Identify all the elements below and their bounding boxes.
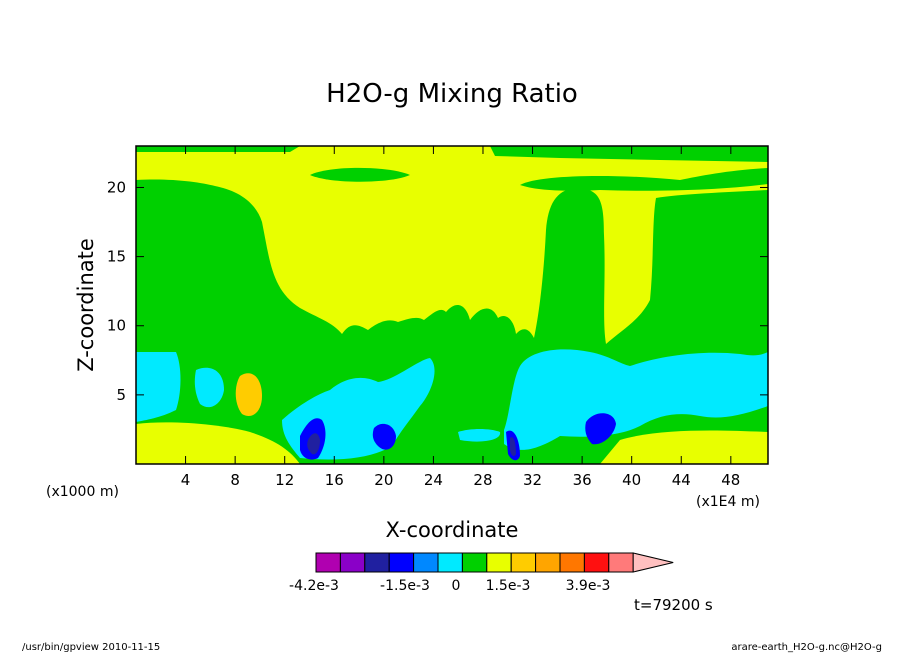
x-tick-label: 8 (230, 471, 240, 489)
x-tick-label: 24 (424, 471, 443, 489)
colorbar-segment (437, 552, 463, 573)
x-unit-right: (x1E4 m) (696, 494, 760, 510)
colorbar-segment (559, 552, 585, 573)
x-tick-label: 32 (523, 471, 542, 489)
plot-frame (135, 145, 769, 465)
x-tick-label: 12 (275, 471, 294, 489)
x-tick-label: 44 (672, 471, 691, 489)
colorbar-label: 0 (452, 578, 461, 594)
contour-band-upper (310, 167, 410, 182)
y-tick-label: 20 (107, 178, 126, 196)
colorbar-labels: -4.2e-3 -1.5e-3 0 1.5e-3 3.9e-3 (289, 578, 610, 594)
contour-core-darkblue-1 (307, 433, 320, 455)
colorbar-segment (339, 552, 366, 573)
y-axis-label: Z-coordinate (74, 238, 98, 372)
colorbar-segment (364, 552, 390, 573)
x-tick-label: 48 (721, 471, 740, 489)
chart-title: H2O-g Mixing Ratio (326, 79, 578, 109)
y-tick-label: 15 (107, 248, 126, 266)
x-tick-label: 20 (374, 471, 393, 489)
colorbar-label: 3.9e-3 (566, 578, 611, 594)
x-unit-left: (x1000 m) (46, 484, 119, 500)
colorbar-segment (608, 552, 634, 573)
colorbar-label: 1.5e-3 (486, 578, 531, 594)
x-tick-label: 36 (573, 471, 592, 489)
x-axis-label: X-coordinate (386, 518, 519, 542)
contour-core-darkblue-2 (510, 437, 516, 457)
colorbar-segment (486, 552, 512, 573)
contour-blob-blue-2 (372, 423, 396, 450)
colorbar-segment (413, 552, 439, 573)
footer-left: /usr/bin/gpview 2010-11-15 (22, 642, 160, 653)
contour-field (136, 146, 768, 464)
footer-right: arare-earth_H2O-g.nc@H2O-g (731, 642, 882, 653)
contour-band-yellow-low (136, 422, 300, 464)
x-tick-label: 40 (622, 471, 641, 489)
colorbar-label: -1.5e-3 (380, 578, 430, 594)
contour-band-cyan-strip (458, 429, 501, 442)
contour-band-cyan-right (504, 349, 768, 450)
y-axis: 5 10 15 20 (107, 178, 768, 404)
time-label: t=79200 s (634, 596, 713, 614)
colorbar-segment (583, 552, 610, 573)
colorbar-segment (510, 552, 537, 573)
x-tick-label: 28 (473, 471, 492, 489)
x-tick-label: 4 (181, 471, 191, 489)
colorbar-segment (535, 552, 561, 573)
y-tick-label: 10 (107, 317, 126, 335)
colorbar-label: -4.2e-3 (289, 578, 339, 594)
x-axis: 4 8 12 16 20 24 28 32 36 40 44 48 (181, 146, 740, 489)
contour-band-yellow-low-right (600, 430, 768, 464)
contour-band-orange (235, 373, 262, 416)
colorbar-segment (461, 552, 488, 573)
colorbar (315, 552, 674, 573)
colorbar-arrow (632, 552, 674, 573)
colorbar-segment (315, 552, 341, 573)
x-tick-label: 16 (325, 471, 344, 489)
contour-top-strip-left (136, 146, 300, 152)
contour-band-cyan-small (194, 367, 224, 408)
contour-band-cyan-left (136, 352, 181, 422)
contour-blob-blue-4 (585, 413, 616, 445)
y-tick-label: 5 (116, 386, 126, 404)
colorbar-segment (388, 552, 415, 573)
contour-top-strip-right (490, 146, 768, 162)
contour-band-upper-right (520, 168, 768, 191)
